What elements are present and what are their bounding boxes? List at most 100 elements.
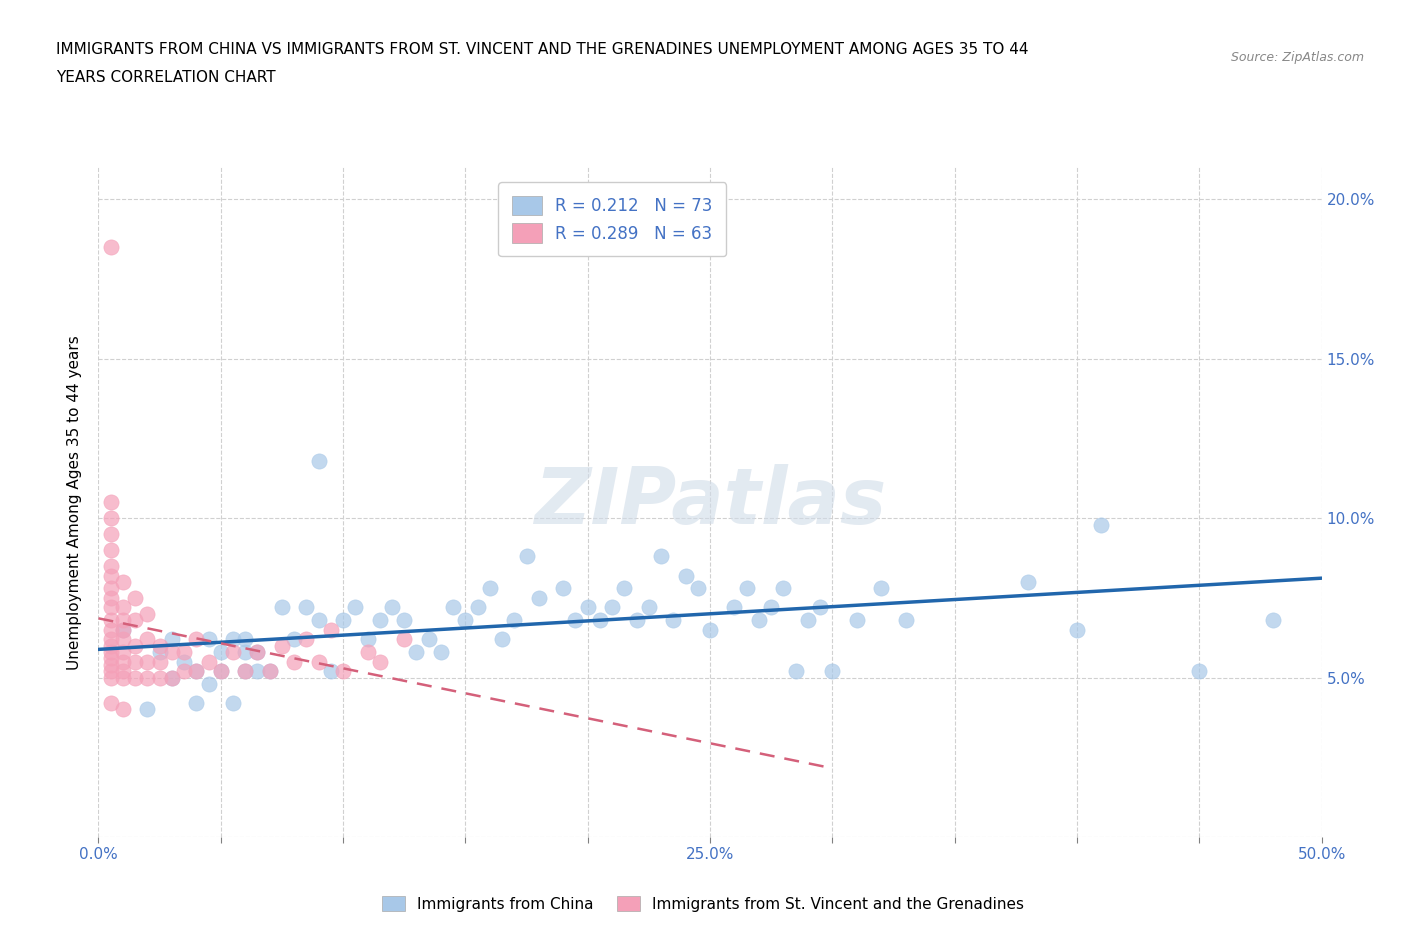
Point: [197, 676, 219, 691]
Point: [491, 631, 513, 646]
Point: [100, 622, 122, 637]
Legend: Immigrants from China, Immigrants from St. Vincent and the Grenadines: Immigrants from China, Immigrants from S…: [375, 889, 1031, 918]
Point: [797, 613, 820, 628]
Y-axis label: Unemployment Among Ages 35 to 44 years: Unemployment Among Ages 35 to 44 years: [67, 335, 83, 670]
Point: [124, 671, 146, 685]
Point: [295, 600, 318, 615]
Point: [111, 644, 134, 659]
Point: [100, 591, 122, 605]
Point: [111, 671, 134, 685]
Point: [111, 622, 134, 637]
Point: [173, 644, 195, 659]
Point: [136, 654, 159, 669]
Point: [600, 600, 623, 615]
Point: [173, 664, 195, 679]
Point: [626, 613, 648, 628]
Point: [332, 613, 354, 628]
Point: [270, 600, 294, 615]
Point: [478, 581, 501, 596]
Point: [246, 644, 269, 659]
Point: [332, 664, 354, 679]
Point: [699, 622, 721, 637]
Point: [1090, 517, 1112, 532]
Point: [233, 664, 256, 679]
Point: [149, 638, 172, 653]
Point: [186, 631, 208, 646]
Point: [136, 606, 159, 621]
Point: [270, 638, 294, 653]
Point: [246, 644, 269, 659]
Point: [222, 631, 245, 646]
Point: [124, 638, 146, 653]
Point: [209, 664, 232, 679]
Point: [344, 600, 367, 615]
Point: [845, 613, 868, 628]
Point: [100, 651, 122, 666]
Point: [160, 631, 183, 646]
Point: [785, 664, 807, 679]
Point: [100, 542, 122, 557]
Point: [100, 613, 122, 628]
Point: [564, 613, 586, 628]
Point: [418, 631, 440, 646]
Point: [186, 696, 208, 711]
Point: [233, 631, 256, 646]
Point: [124, 591, 146, 605]
Point: [173, 654, 195, 669]
Point: [100, 240, 122, 255]
Point: [149, 654, 172, 669]
Point: [160, 671, 183, 685]
Point: [100, 696, 122, 711]
Point: [186, 664, 208, 679]
Point: [209, 664, 232, 679]
Point: [723, 600, 745, 615]
Point: [100, 638, 122, 653]
Point: [392, 631, 416, 646]
Point: [748, 613, 770, 628]
Point: [100, 600, 122, 615]
Point: [111, 702, 134, 717]
Point: [356, 644, 378, 659]
Point: [503, 613, 526, 628]
Point: [111, 664, 134, 679]
Text: IMMIGRANTS FROM CHINA VS IMMIGRANTS FROM ST. VINCENT AND THE GRENADINES UNEMPLOY: IMMIGRANTS FROM CHINA VS IMMIGRANTS FROM…: [56, 42, 1029, 57]
Point: [870, 581, 893, 596]
Point: [124, 613, 146, 628]
Point: [821, 664, 844, 679]
Point: [111, 600, 134, 615]
Point: [100, 526, 122, 541]
Point: [111, 575, 134, 590]
Point: [405, 644, 427, 659]
Point: [686, 581, 709, 596]
Point: [430, 644, 453, 659]
Point: [246, 664, 269, 679]
Point: [650, 549, 672, 564]
Point: [613, 581, 636, 596]
Point: [100, 495, 122, 510]
Point: [111, 622, 134, 637]
Point: [111, 654, 134, 669]
Legend: R = 0.212   N = 73, R = 0.289   N = 63: R = 0.212 N = 73, R = 0.289 N = 63: [499, 182, 725, 256]
Point: [735, 581, 758, 596]
Point: [576, 600, 599, 615]
Point: [100, 664, 122, 679]
Point: [283, 654, 305, 669]
Point: [761, 600, 783, 615]
Point: [454, 613, 477, 628]
Text: ZIPatlas: ZIPatlas: [534, 464, 886, 540]
Point: [100, 568, 122, 583]
Point: [124, 654, 146, 669]
Point: [295, 631, 318, 646]
Point: [197, 654, 219, 669]
Point: [808, 600, 831, 615]
Point: [149, 671, 172, 685]
Point: [308, 654, 330, 669]
Point: [675, 568, 697, 583]
Point: [100, 581, 122, 596]
Point: [1066, 622, 1088, 637]
Point: [100, 559, 122, 574]
Point: [308, 453, 330, 468]
Point: [209, 644, 232, 659]
Point: [1017, 575, 1039, 590]
Point: [527, 591, 550, 605]
